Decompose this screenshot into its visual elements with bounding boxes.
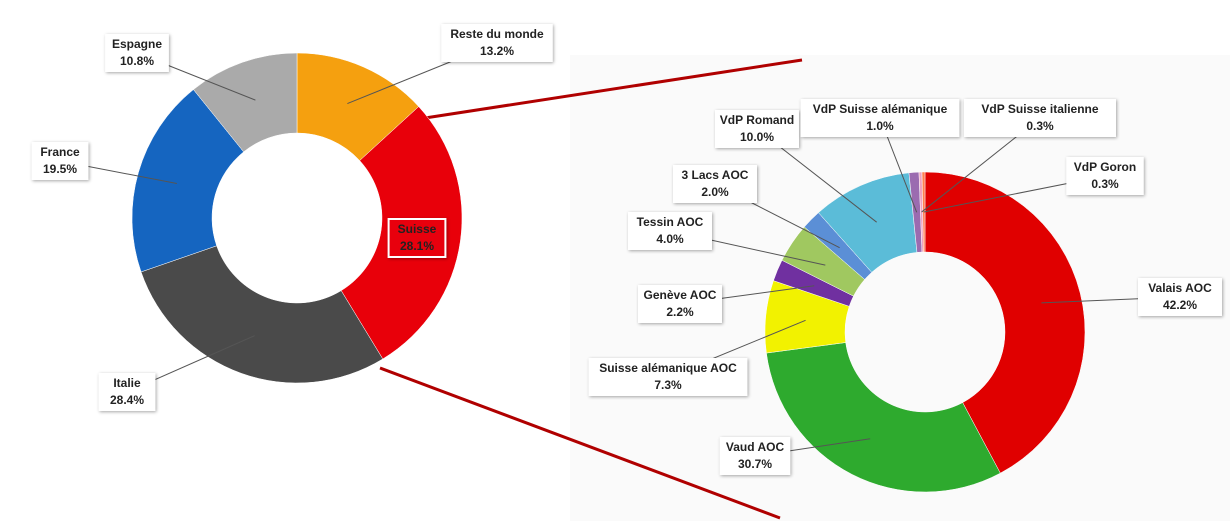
label-value: 0.3% bbox=[1091, 177, 1119, 191]
label-value: 1.0% bbox=[866, 119, 894, 133]
label-box bbox=[673, 165, 757, 203]
label-value: 30.7% bbox=[738, 457, 772, 471]
connector bbox=[424, 58, 803, 120]
label-name: VdP Suisse italienne bbox=[981, 102, 1098, 116]
slice-label: Reste du monde 13.2% bbox=[347, 24, 553, 105]
slice-label: Valais AOC 42.2% bbox=[1041, 278, 1222, 316]
slice-label: VdP Goron 0.3% bbox=[923, 157, 1144, 213]
label-value: 42.2% bbox=[1163, 298, 1197, 312]
slice-label: Italie 28.4% bbox=[98, 335, 255, 411]
label-name: Valais AOC bbox=[1148, 281, 1212, 295]
label-value: 2.2% bbox=[666, 305, 694, 319]
label-name: Tessin AOC bbox=[637, 215, 704, 229]
label-value: 4.0% bbox=[656, 232, 684, 246]
label-value: 0.3% bbox=[1026, 119, 1054, 133]
label-box bbox=[441, 24, 553, 62]
label-name: Italie bbox=[113, 376, 141, 390]
label-box bbox=[719, 437, 791, 475]
label-value: 13.2% bbox=[480, 44, 514, 58]
label-name: 3 Lacs AOC bbox=[682, 168, 749, 182]
slice bbox=[924, 171, 1086, 474]
label-name: VdP Goron bbox=[1074, 160, 1136, 174]
label-box bbox=[98, 373, 156, 411]
slice-label: Espagne 10.8% bbox=[105, 34, 256, 101]
connector bbox=[379, 366, 781, 520]
label-box bbox=[628, 212, 712, 250]
slice-label: Suisse alémanique AOC 7.3% bbox=[588, 319, 806, 396]
label-box bbox=[964, 99, 1116, 137]
slice bbox=[140, 245, 384, 384]
label-name: VdP Romand bbox=[720, 113, 794, 127]
slice-label: VdP Suisse italienne 0.3% bbox=[921, 99, 1116, 213]
label-box bbox=[588, 358, 748, 396]
label-value: 10.0% bbox=[740, 130, 774, 144]
slice bbox=[766, 342, 1001, 493]
label-name: VdP Suisse alémanique bbox=[813, 102, 948, 116]
slice-label: Tessin AOC 4.0% bbox=[628, 212, 826, 266]
label-box bbox=[1066, 157, 1144, 195]
label-value: 28.4% bbox=[110, 393, 144, 407]
slice-label: Suisse 28.1% bbox=[387, 218, 447, 258]
label-box bbox=[638, 285, 722, 323]
slice bbox=[193, 52, 298, 153]
slice-label: VdP Romand 10.0% bbox=[715, 110, 877, 223]
label-value: 28.1% bbox=[400, 239, 434, 253]
label-value: 2.0% bbox=[701, 185, 729, 199]
label-box bbox=[800, 99, 960, 137]
label-box bbox=[105, 34, 169, 72]
label-name: France bbox=[40, 145, 80, 159]
slice bbox=[131, 89, 244, 273]
label-box bbox=[387, 218, 447, 258]
label-name: Suisse bbox=[398, 222, 437, 236]
label-value: 19.5% bbox=[43, 162, 77, 176]
label-name: Vaud AOC bbox=[726, 440, 785, 454]
label-name: Reste du monde bbox=[450, 27, 544, 41]
slice-label: Vaud AOC 30.7% bbox=[719, 437, 871, 475]
label-name: Suisse alémanique AOC bbox=[599, 361, 737, 375]
label-value: 10.8% bbox=[120, 54, 154, 68]
label-box bbox=[1138, 278, 1222, 316]
donuts: Reste du monde 13.2% Suisse 28.1% Italie 28.4… bbox=[31, 24, 1222, 493]
label-name: Espagne bbox=[112, 37, 162, 51]
slice-label: 3 Lacs AOC 2.0% bbox=[673, 165, 840, 249]
label-name: Genève AOC bbox=[644, 288, 717, 302]
label-value: 7.3% bbox=[654, 378, 682, 392]
label-box bbox=[31, 142, 89, 180]
slice-label: Genève AOC 2.2% bbox=[638, 285, 815, 323]
label-box bbox=[715, 110, 799, 148]
slice bbox=[921, 171, 926, 253]
slice-label: VdP Suisse alémanique 1.0% bbox=[800, 99, 960, 213]
slice-label: France 19.5% bbox=[31, 142, 177, 184]
